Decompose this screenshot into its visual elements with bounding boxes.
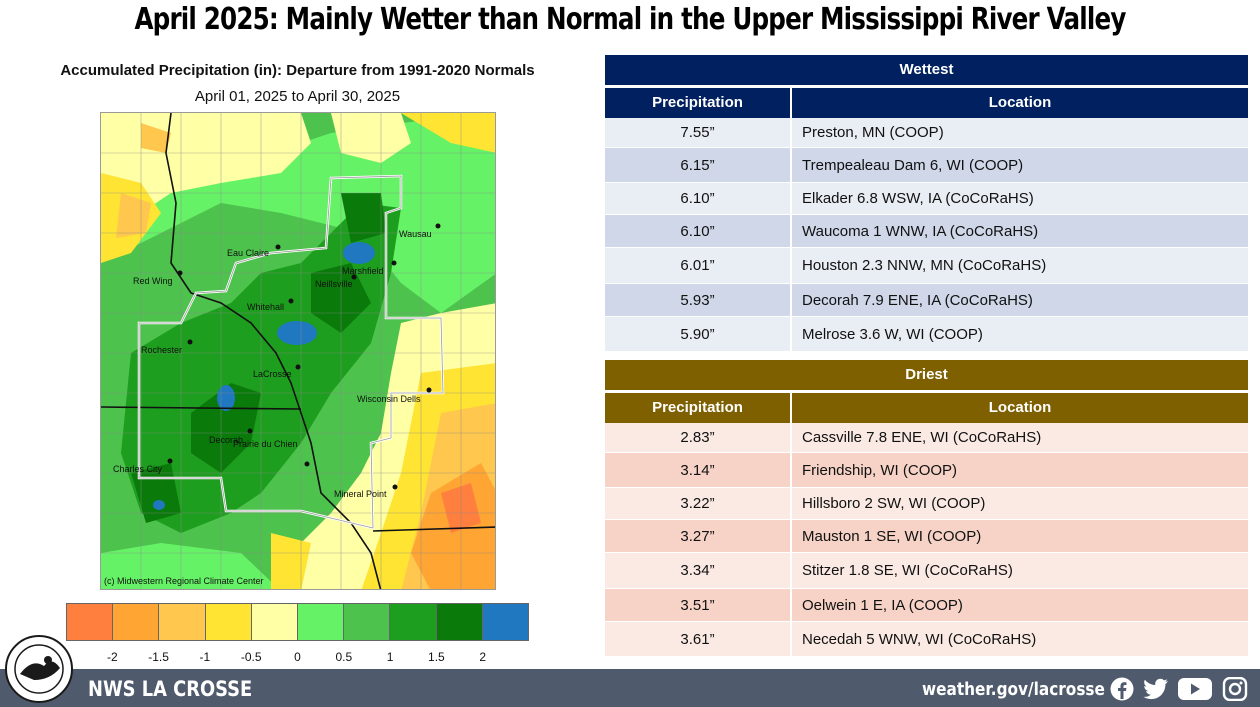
wettest-column-headers: Precipitation Location: [605, 88, 1248, 118]
driest-header: Driest: [605, 360, 1248, 390]
location-cell: Cassville 7.8 ENE, WI (CoCoRaHS): [802, 429, 1042, 446]
table-row: 7.55” Preston, MN (COOP): [605, 118, 1248, 148]
precipitation-cell: 6.01”: [605, 248, 792, 283]
precipitation-cell: 5.93”: [605, 284, 792, 316]
precipitation-cell: 2.83”: [605, 423, 792, 452]
location-cell: Houston 2.3 NNW, MN (CoCoRaHS): [802, 257, 1047, 274]
legend-tick-label: 1: [386, 650, 394, 664]
location-cell: Melrose 3.6 W, WI (COOP): [802, 326, 983, 343]
driest-column-headers: Precipitation Location: [605, 393, 1248, 423]
legend-swatch: [436, 604, 483, 640]
precipitation-column-header: Precipitation: [605, 393, 792, 423]
legend-tick-label: -0.5: [240, 650, 262, 664]
table-row: 6.15” Trempealeau Dam 6, WI (COOP): [605, 148, 1248, 183]
nws-logo: [4, 634, 74, 707]
table-row: 3.22” Hillsboro 2 SW, WI (COOP): [605, 488, 1248, 520]
location-cell: Decorah 7.9 ENE, IA (CoCoRaHS): [802, 292, 1033, 309]
legend-tick-label: 1.5: [428, 650, 445, 664]
city-label: Neillsville: [315, 279, 353, 289]
legend-swatch: [159, 604, 206, 640]
precipitation-cell: 7.55”: [605, 118, 792, 147]
city-label: Marshfield: [342, 266, 384, 276]
youtube-icon[interactable]: [1177, 677, 1213, 701]
instagram-icon[interactable]: [1222, 677, 1248, 701]
precipitation-cell: 3.22”: [605, 488, 792, 519]
city-label: Mineral Point: [334, 489, 387, 499]
table-row: 6.10” Elkader 6.8 WSW, IA (CoCoRaHS): [605, 183, 1248, 215]
color-legend: [66, 603, 529, 641]
wettest-header: Wettest: [605, 55, 1248, 85]
location-column-header: Location: [988, 94, 1052, 111]
precipitation-departure-map: Eau Claire Wausau Marshfield Neillsville…: [100, 112, 496, 590]
table-row: 3.34” Stitzer 1.8 SE, WI (CoCoRaHS): [605, 553, 1248, 589]
legend-swatch: [298, 604, 345, 640]
legend-swatch: [344, 604, 391, 640]
table-row: 3.51” Oelwein 1 E, IA (COOP): [605, 589, 1248, 622]
city-label: Whitehall: [247, 302, 284, 312]
table-row: 5.90” Melrose 3.6 W, WI (COOP): [605, 317, 1248, 352]
page-title: April 2025: Mainly Wetter than Normal in…: [134, 2, 1126, 37]
footer-bar: NWS LA CROSSE weather.gov/lacrosse: [0, 669, 1260, 707]
precipitation-cell: 3.51”: [605, 589, 792, 621]
city-label: Prairie du Chien: [233, 439, 298, 449]
city-label: Wisconsin Dells: [357, 394, 421, 404]
legend-tick-label: 2: [479, 650, 487, 664]
table-row: 6.01” Houston 2.3 NNW, MN (CoCoRaHS): [605, 248, 1248, 284]
location-cell: Trempealeau Dam 6, WI (COOP): [802, 157, 1024, 174]
table-row: 3.14” Friendship, WI (COOP): [605, 453, 1248, 488]
precipitation-column-header: Precipitation: [605, 88, 792, 118]
location-cell: Waucoma 1 WNW, IA (CoCoRaHS): [802, 223, 1039, 240]
precipitation-cell: 3.61”: [605, 622, 792, 656]
table-row: 6.10” Waucoma 1 WNW, IA (CoCoRaHS): [605, 215, 1248, 248]
location-cell: Mauston 1 SE, WI (COOP): [802, 528, 982, 545]
website-link[interactable]: weather.gov/lacrosse: [922, 679, 1105, 700]
legend-swatch: [482, 604, 529, 640]
precipitation-cell: 6.10”: [605, 215, 792, 247]
table-row: 3.27” Mauston 1 SE, WI (COOP): [605, 520, 1248, 553]
legend-tick-label: 0.5: [335, 650, 353, 664]
city-label: LaCrosse: [253, 369, 292, 379]
city-label: Red Wing: [133, 276, 173, 286]
precipitation-cell: 3.27”: [605, 520, 792, 552]
map-subtitle: April 01, 2025 to April 30, 2025: [194, 88, 401, 105]
location-cell: Elkader 6.8 WSW, IA (CoCoRaHS): [802, 190, 1034, 207]
city-label: Rochester: [141, 345, 182, 355]
map-title: Accumulated Precipitation (in): Departur…: [60, 62, 535, 79]
precipitation-cell: 3.34”: [605, 553, 792, 588]
table-row: 3.61” Necedah 5 WNW, WI (CoCoRaHS): [605, 622, 1248, 657]
driest-table: 2.83” Cassville 7.8 ENE, WI (CoCoRaHS) 3.1…: [605, 423, 1248, 657]
city-label: Eau Claire: [227, 248, 269, 258]
city-label: Charles City: [113, 464, 163, 474]
city-label: Decorah: [209, 435, 243, 445]
location-cell: Friendship, WI (COOP): [802, 462, 958, 479]
legend-tick-label: -1.5: [148, 650, 169, 664]
legend-tick-label: -1: [199, 650, 211, 664]
location-cell: Hillsboro 2 SW, WI (COOP): [802, 495, 986, 512]
map-credit: (c) Midwestern Regional Climate Center: [104, 576, 264, 586]
table-row: 5.93” Decorah 7.9 ENE, IA (CoCoRaHS): [605, 284, 1248, 317]
facebook-icon[interactable]: [1109, 677, 1135, 701]
location-cell: Stitzer 1.8 SE, WI (CoCoRaHS): [802, 562, 1013, 579]
location-cell: Necedah 5 WNW, WI (CoCoRaHS): [802, 631, 1037, 648]
legend-swatch: [67, 604, 114, 640]
legend-swatch: [205, 604, 252, 640]
twitter-icon[interactable]: [1141, 677, 1169, 701]
location-cell: Preston, MN (COOP): [802, 124, 944, 141]
wettest-table: 7.55” Preston, MN (COOP) 6.15” Trempealeau …: [605, 118, 1248, 352]
precipitation-cell: 3.14”: [605, 453, 792, 487]
office-name: NWS LA CROSSE: [88, 677, 253, 701]
city-label: Wausau: [399, 229, 432, 239]
legend-tick-label: -2: [106, 650, 118, 664]
precipitation-cell: 6.10”: [605, 183, 792, 214]
legend-tick-label: 0: [294, 650, 301, 664]
precipitation-cell: 6.15”: [605, 148, 792, 182]
legend-swatch: [113, 604, 160, 640]
table-row: 2.83” Cassville 7.8 ENE, WI (CoCoRaHS): [605, 423, 1248, 453]
legend-swatch: [390, 604, 437, 640]
precipitation-cell: 5.90”: [605, 317, 792, 351]
location-cell: Oelwein 1 E, IA (COOP): [802, 597, 963, 614]
legend-swatch: [251, 604, 299, 640]
location-column-header: Location: [988, 399, 1052, 416]
legend-ticks: -2 -1.5 -1 -0.5 0 0.5 1 1.5 2: [66, 650, 529, 666]
